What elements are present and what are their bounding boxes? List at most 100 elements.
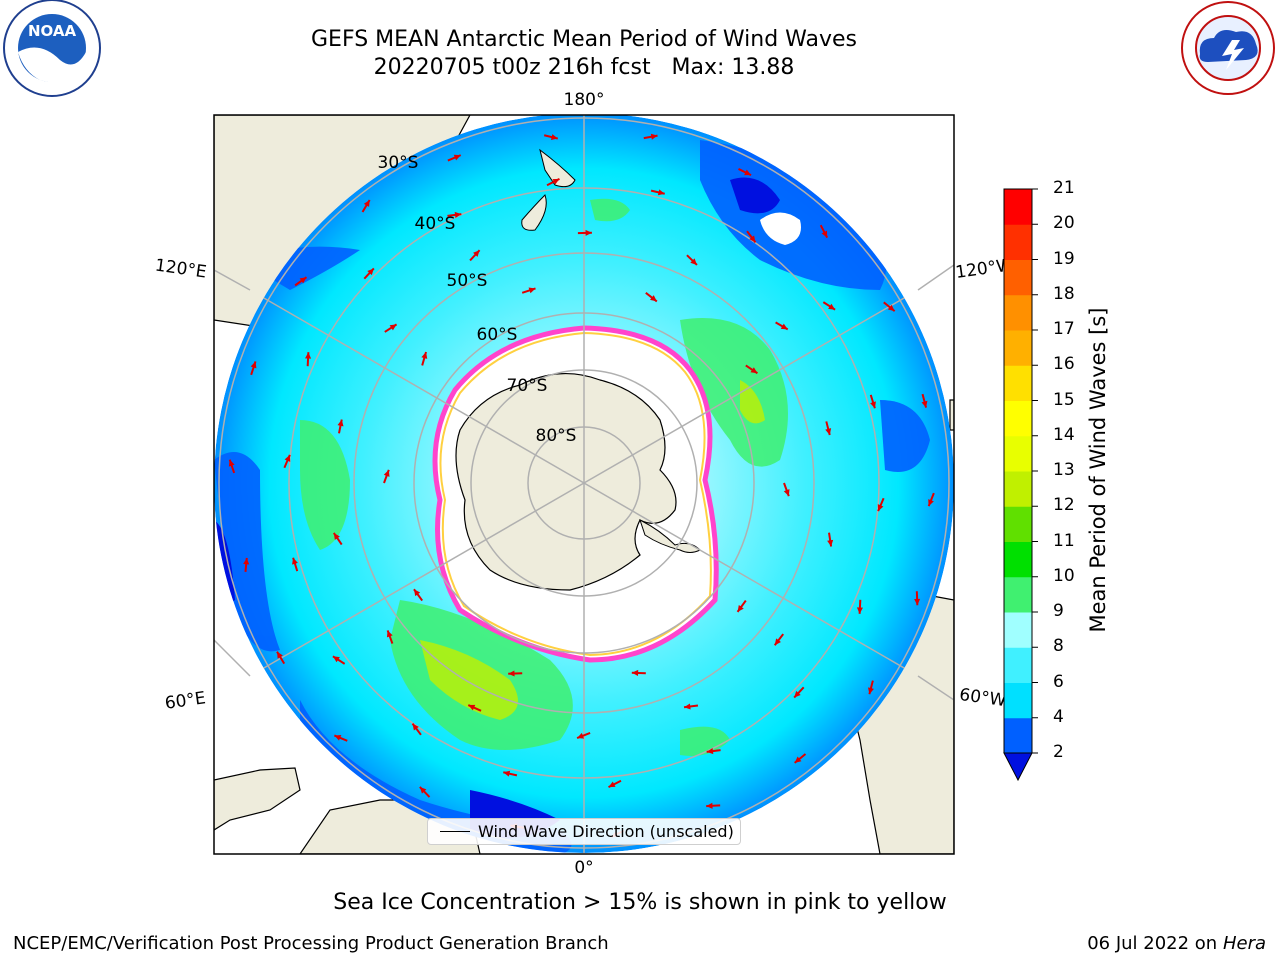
wind-wave-arrowhead: [827, 539, 834, 547]
wind-wave-arrowhead: [928, 499, 934, 507]
wind-wave-arrowhead: [503, 770, 511, 777]
wind-wave-arrowhead: [690, 258, 697, 265]
colorbar: [1003, 188, 1038, 782]
graticule-outer: [214, 264, 954, 701]
wind-wave-arrowhead: [749, 235, 756, 243]
wind-wave-arrowhead: [706, 802, 713, 809]
colorbar-tick-label: 18: [1053, 283, 1075, 304]
wind-wave-arrowhead: [508, 670, 515, 677]
colorbar-swatch: [1004, 224, 1032, 260]
wind-wave-arrowhead: [389, 324, 397, 331]
lat-label-40s: 40°S: [415, 214, 456, 234]
wind-wave-arrowhead: [250, 361, 257, 369]
wind-wave-arrowhead: [337, 419, 344, 427]
wind-wave-arrowhead: [774, 638, 781, 646]
colorbar-label: Mean Period of Wind Waves [s]: [1086, 307, 1110, 633]
wind-wave-arrowhead: [228, 459, 235, 467]
footer-credit: NCEP/EMC/Verification Post Processing Pr…: [13, 933, 609, 954]
wind-wave-arrowhead: [794, 690, 801, 698]
wind-wave-arrowhead: [737, 604, 744, 612]
wind-wave-arrowhead: [277, 651, 283, 659]
colorbar-tick-label: 9: [1053, 601, 1064, 621]
footer-date-text: 06 Jul 2022 on: [1087, 933, 1223, 954]
wind-wave-arrowhead: [386, 630, 393, 638]
colorbar-tick-label: 16: [1053, 354, 1075, 375]
wind-wave-arrowhead: [921, 400, 928, 408]
wind-wave-arrowhead: [454, 211, 462, 218]
lon-label-180: 180°: [564, 90, 605, 110]
wind-wave-arrowhead: [825, 428, 832, 436]
colorbar-tick-label: 10: [1053, 565, 1075, 586]
colorbar-swatch: [1004, 435, 1032, 472]
new-zealand: [521, 148, 576, 231]
wind-wave-arrowhead: [877, 504, 884, 512]
colorbar-tick-label: 19: [1053, 248, 1075, 269]
wind-wave-arrowhead: [650, 133, 658, 140]
colorbar-swatch: [1004, 682, 1032, 719]
wind-wave-arrowhead: [794, 756, 802, 763]
wind-wave-arrowhead: [413, 589, 421, 597]
wind-wave-arrowhead: [828, 303, 836, 310]
antarctica-landmass: [455, 373, 677, 591]
colorbar-swatch: [1004, 717, 1032, 754]
lon-label-120e: 120°E: [154, 256, 208, 283]
wind-wave-arrowhead: [421, 351, 428, 359]
colorbar-swatch: [1004, 471, 1032, 507]
lon-label-60e: 60°E: [164, 688, 207, 713]
wind-wave-arrowhead: [821, 230, 828, 238]
colorbar-swatch: [1004, 294, 1032, 331]
nws-logo: [1181, 1, 1275, 95]
legend-label: Wind Wave Direction (unscaled): [478, 822, 734, 841]
wind-wave-arrowhead: [585, 229, 592, 236]
colorbar-extend-arrow: [1003, 752, 1033, 782]
colorbar-tick-label: 20: [1053, 213, 1075, 234]
wind-wave-arrowhead: [284, 454, 291, 462]
chart-title: GEFS MEAN Antarctic Mean Period of Wind …: [311, 27, 857, 52]
legend-line-sample: [440, 831, 470, 832]
wind-wave-arrowhead: [868, 687, 874, 695]
colorbar-swatch: [1004, 541, 1032, 578]
wind-wave-arrowhead: [419, 786, 427, 794]
wind-wave-arrowhead: [305, 352, 312, 359]
colorbar-swatch: [1004, 506, 1032, 542]
colorbar-swatch: [1004, 400, 1032, 437]
wind-wave-arrowhead: [887, 304, 895, 312]
wind-wave-arrowhead: [243, 557, 250, 565]
wind-wave-arrowhead: [453, 154, 461, 161]
lat-label-50s: 50°S: [447, 271, 488, 291]
wind-wave-arrowhead: [550, 134, 558, 141]
footer-machine: Hera: [1222, 933, 1266, 954]
colorbar-swatch: [1004, 612, 1032, 648]
colorbar-swatch: [1004, 189, 1032, 225]
colorbar-tick-label: 17: [1053, 319, 1075, 339]
wind-wave-arrowhead: [332, 656, 340, 663]
colorbar-tick-label: 12: [1053, 495, 1075, 516]
colorbar-swatch: [1004, 365, 1032, 401]
wind-wave-arrowhead: [412, 723, 419, 731]
colorbar-tick-label: 6: [1053, 671, 1064, 692]
colorbar-swatch: [1004, 576, 1032, 613]
wind-wave-arrowhead: [299, 277, 307, 284]
lon-label-0: 0°: [574, 858, 593, 878]
chart-subtitle: 20220705 t00z 216h fcst Max: 13.88: [373, 55, 795, 80]
wind-wave-arrowhead: [333, 532, 340, 540]
wind-wave-arrowhead: [552, 178, 560, 185]
wind-wave-arrowhead: [367, 268, 374, 276]
wind-wave-arrowhead: [744, 169, 752, 176]
noaa-logo-text: NOAA: [28, 22, 77, 40]
colorbar-tick-label: 2: [1053, 742, 1064, 762]
wind-wave-arrowhead: [334, 735, 342, 741]
lon-label-60w: 60°W: [958, 685, 1007, 711]
wind-wave-arrowhead: [608, 781, 616, 788]
wind-wave-arrowhead: [473, 250, 480, 257]
map-legend: Wind Wave Direction (unscaled): [427, 818, 741, 845]
colorbar-tick-label: 8: [1053, 636, 1064, 657]
wind-wave-arrowhead: [684, 703, 691, 710]
wind-wave-arrowhead: [657, 189, 665, 196]
lat-label-80s: 80°S: [536, 426, 577, 446]
colorbar-tick-label: 11: [1053, 530, 1075, 551]
colorbar-swatch: [1004, 647, 1032, 683]
colorbar-tick-label: 13: [1053, 460, 1075, 480]
wind-wave-arrowhead: [914, 598, 921, 606]
